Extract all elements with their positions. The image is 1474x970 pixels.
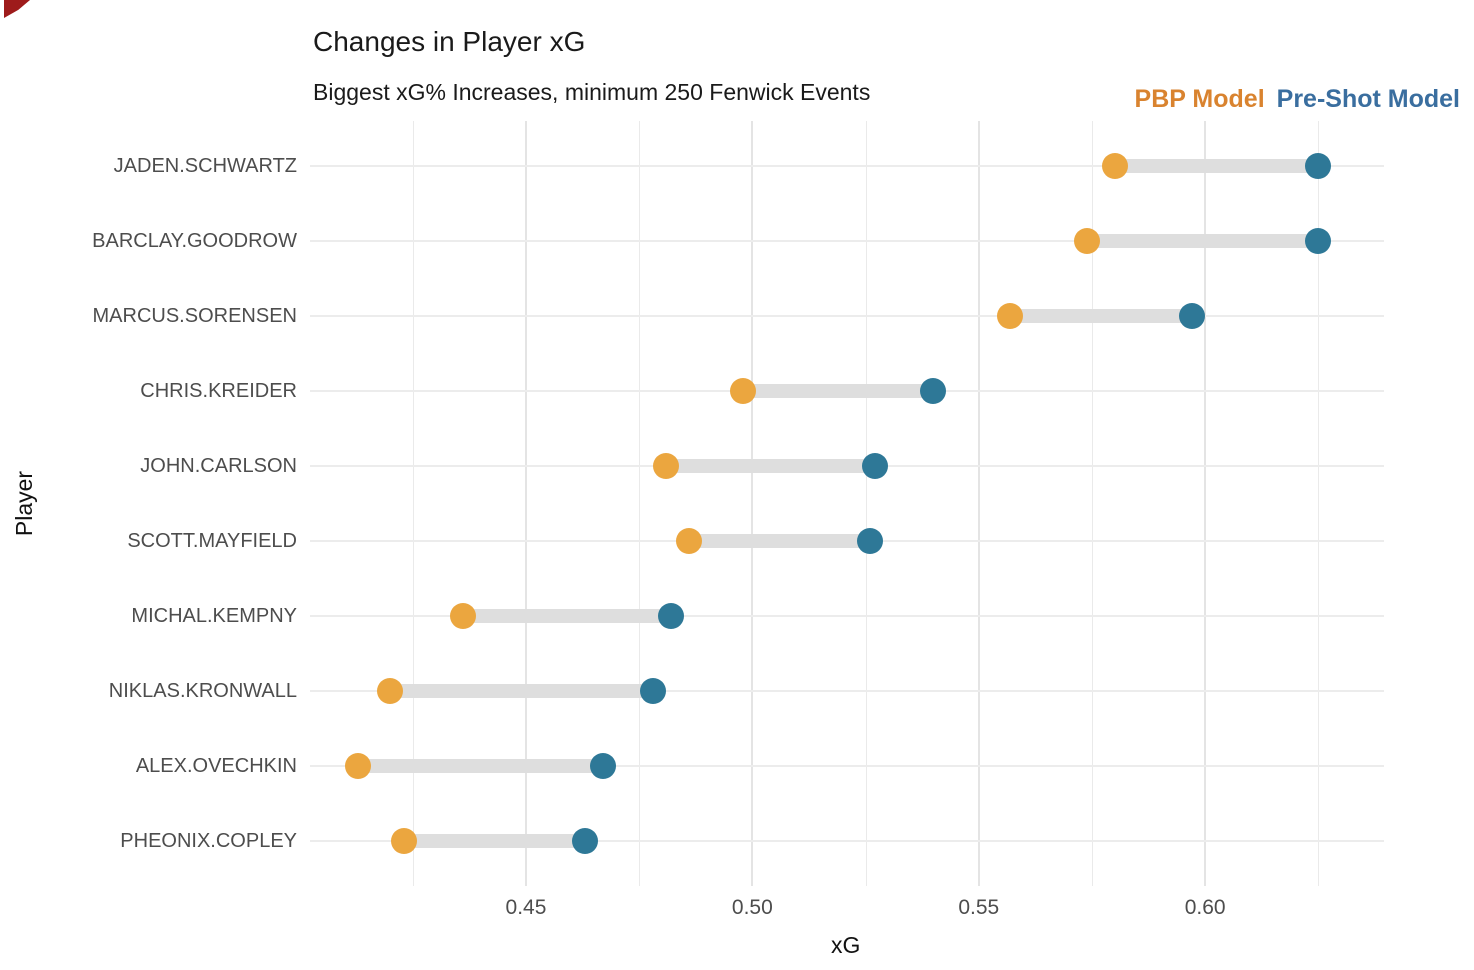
y-axis-title: Player [11,470,38,536]
gridline-major-0.55 [977,121,980,886]
player-label: CHRIS.KREIDER [140,380,297,402]
preshot-model-dot [589,753,616,779]
connector-bar [390,684,653,698]
preshot-model-dot [657,603,684,629]
chart-title: Changes in Player xG [313,26,586,57]
preshot-model-dot [639,678,666,704]
pbp-model-dot [997,303,1024,329]
row-gridline [310,315,1384,317]
connector-bar [358,759,603,773]
row-gridline [310,840,1384,842]
connector-bar [1010,309,1192,323]
connector-bar [1087,234,1319,248]
row-gridline [310,765,1384,767]
connector-bar [403,834,585,848]
connector-bar [688,534,871,548]
pbp-model-dot [390,828,417,854]
row-gridline [310,165,1384,167]
preshot-model-dot [1305,228,1332,254]
preshot-model-dot [861,453,888,479]
legend-pbp-model: PBP Model [1134,85,1265,113]
gridline-minor-0.425 [412,121,414,886]
x-axis-title: xG [831,932,861,958]
pbp-model-dot [1101,153,1128,179]
x-tick-label: 0.45 [505,896,547,919]
player-label: MICHAL.KEMPNY [131,605,297,627]
pbp-model-dot [653,453,680,479]
preshot-model-dot [1305,153,1332,179]
pbp-model-dot [345,753,372,779]
row-gridline [310,615,1384,617]
player-label: NIKLAS.KRONWALL [108,680,297,702]
player-label: BARCLAY.GOODROW [92,230,297,252]
gridline-minor-0.625 [1318,121,1320,886]
connector-bar [743,384,934,398]
player-label: JADEN.SCHWARTZ [113,155,297,177]
pbp-model-dot [449,603,476,629]
player-label: ALEX.OVECHKIN [135,755,297,777]
player-label: JOHN.CARLSON [140,455,297,477]
pbp-model-dot [675,528,702,554]
gridline-major-0.5 [751,121,754,886]
legend: PBP Model Pre-Shot Model [1135,85,1460,114]
gridline-major-0.6 [1204,121,1207,886]
preshot-model-dot [1178,303,1205,329]
player-label: SCOTT.MAYFIELD [127,530,297,552]
x-tick-label: 0.50 [731,896,773,919]
preshot-model-dot [920,378,947,404]
connector-bar [462,609,671,623]
row-gridline [310,690,1384,692]
x-tick-label: 0.60 [1184,896,1226,919]
row-gridline [310,240,1384,242]
connector-bar [666,459,875,473]
player-label: PHEONIX.COPLEY [120,830,297,852]
pbp-model-dot [377,678,404,704]
player-label: MARCUS.SORENSEN [92,305,297,327]
legend-preshot-model: Pre-Shot Model [1276,85,1460,113]
preshot-model-dot [857,528,884,554]
preshot-model-dot [571,828,598,854]
x-tick-label: 0.55 [958,896,1000,919]
gridline-minor-0.475 [639,121,641,886]
pbp-model-dot [730,378,757,404]
connector-bar [1114,159,1319,173]
pbp-model-dot [1074,228,1101,254]
gridline-minor-0.575 [1091,121,1093,886]
gridline-minor-0.525 [865,121,867,886]
gridline-major-0.45 [524,121,527,886]
chart-subtitle: Biggest xG% Increases, minimum 250 Fenwi… [313,79,871,105]
